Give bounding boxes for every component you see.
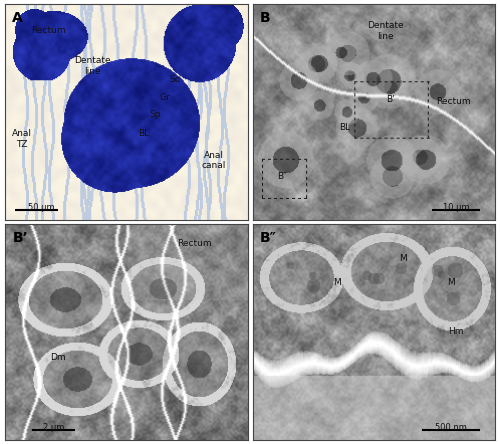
Text: 500 nm: 500 nm: [436, 423, 468, 432]
Text: B: B: [260, 11, 270, 25]
Text: Rectum: Rectum: [436, 97, 471, 106]
Text: M: M: [448, 278, 455, 287]
Text: Anal: Anal: [204, 151, 224, 160]
Text: B″: B″: [277, 172, 286, 181]
Text: Sc: Sc: [170, 75, 180, 84]
Text: Gr: Gr: [160, 92, 170, 102]
Text: Dm: Dm: [50, 353, 66, 362]
Text: BL: BL: [339, 123, 350, 132]
Text: 10 μm: 10 μm: [443, 203, 469, 212]
Text: Anal: Anal: [12, 129, 32, 138]
Text: Hm: Hm: [448, 327, 464, 337]
Text: line: line: [378, 32, 394, 41]
Text: TZ: TZ: [16, 140, 28, 149]
Text: Rectum: Rectum: [177, 239, 212, 248]
Text: B″: B″: [260, 231, 276, 245]
Text: M: M: [334, 278, 341, 287]
Text: 2 μm: 2 μm: [43, 423, 64, 432]
Text: 50 μm: 50 μm: [28, 203, 54, 212]
Text: M: M: [399, 254, 406, 263]
Text: Rectum: Rectum: [32, 26, 66, 35]
Text: Dentate: Dentate: [368, 21, 404, 31]
Text: A: A: [12, 11, 23, 25]
Text: BL: BL: [138, 129, 149, 138]
Text: line: line: [84, 67, 100, 75]
Text: B’: B’: [12, 231, 28, 245]
Text: canal: canal: [202, 162, 226, 170]
Text: B’: B’: [386, 95, 395, 104]
Text: Dentate: Dentate: [74, 56, 110, 65]
Text: Sp: Sp: [150, 110, 161, 119]
